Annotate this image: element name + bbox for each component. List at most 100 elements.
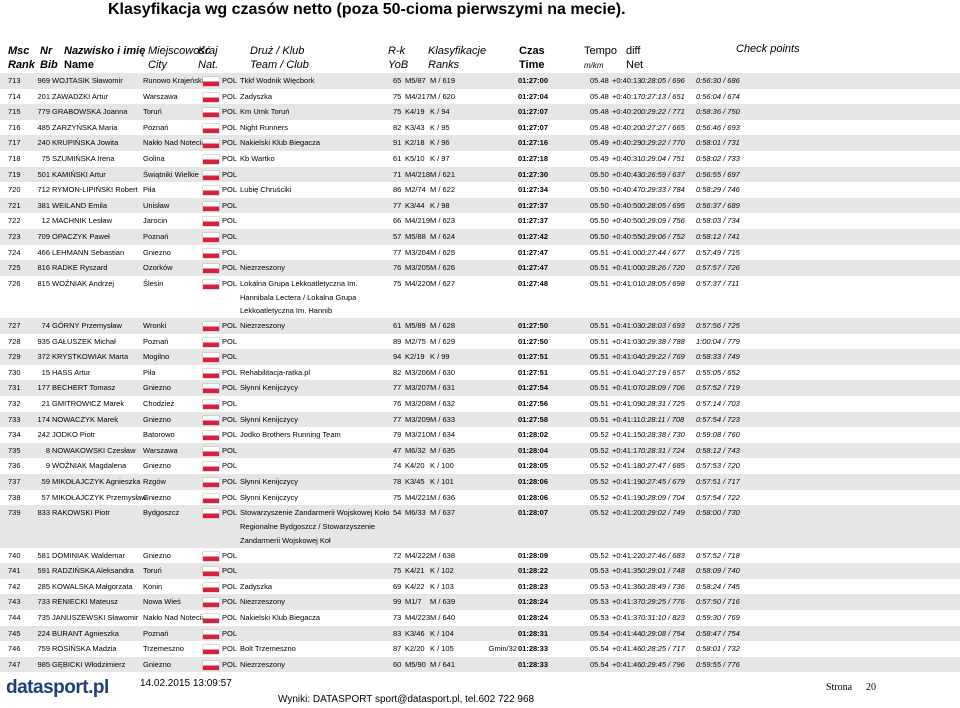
- rank: 730: [8, 367, 21, 377]
- bib: 759: [37, 644, 50, 654]
- result-row: 742 285 KOWALSKA Małgorzata Konin POL 69 K4/22…: [0, 579, 960, 595]
- check-point: 0:57:57 / 726: [696, 263, 740, 273]
- tempo: 05.52: [590, 430, 609, 440]
- check-point: 0:56:46 / 693: [696, 122, 740, 132]
- header-label: YoB: [388, 59, 409, 71]
- check-point: 0:57:56 / 725: [696, 321, 740, 331]
- flag: [203, 462, 219, 472]
- result-row: 736 9 WOŹNIAK Magdalena Gniezno POL 74 K4/20 K …: [0, 458, 960, 474]
- tempo: 05.49: [590, 153, 609, 163]
- check-point: 0:57:52 / 718: [696, 550, 740, 560]
- rank: 721: [8, 200, 21, 210]
- result-row: 735 8 NOWAKOWSKI Czesław Warszawa POL 47 M6/32…: [0, 442, 960, 459]
- result-row: 724 466 LEHMANN Sebastian Gniezno POL 77 M3/20…: [0, 245, 960, 261]
- check-point: 1:00:04 / 779: [696, 336, 740, 346]
- time: 01:28:05: [518, 461, 549, 471]
- city: Gniezno: [143, 461, 171, 471]
- time: 01:28:07: [518, 508, 549, 518]
- page-label: Strona: [826, 682, 853, 693]
- diff: +0:40:50: [612, 200, 642, 210]
- flag: [203, 446, 219, 456]
- tempo: 05.48: [590, 76, 609, 85]
- nat: POL: [222, 352, 238, 362]
- check-point: 0:56:55 / 697: [696, 169, 740, 179]
- diff: +0:41:35: [612, 566, 642, 576]
- ranking: M / 638: [430, 550, 456, 560]
- header-label: Name: [64, 59, 94, 71]
- city: Poznań: [143, 628, 169, 638]
- nat: POL: [222, 492, 238, 502]
- net-split: 0:31:10 / 823: [641, 613, 685, 622]
- yob: 47: [393, 445, 402, 455]
- club: Bolt Trzemeszno: [240, 644, 296, 654]
- name: RYMON-LIPIŃSKI Robert: [52, 185, 138, 195]
- city: Ślesin: [143, 278, 164, 288]
- diff: +0:41:00: [612, 247, 642, 257]
- rank: 741: [8, 566, 21, 576]
- bib: 242: [37, 430, 50, 440]
- name: KRYSTKOWIAK Marta: [52, 352, 129, 362]
- city: Gniezno: [143, 247, 171, 257]
- club-empty: [240, 245, 390, 260]
- flag: [203, 248, 219, 258]
- diff: +0:41:19: [612, 477, 642, 487]
- rank: 746: [8, 644, 21, 654]
- name: RADKE Ryszard: [52, 263, 108, 273]
- header-label: Check points: [736, 43, 800, 55]
- check-point: 0:58:33 / 749: [696, 352, 740, 362]
- club-empty: [240, 213, 390, 228]
- nat: POL: [222, 477, 238, 487]
- category: M5/90: [405, 659, 426, 669]
- rank: 744: [8, 613, 21, 622]
- result-row: 726 815 WOŹNIAK Andrzej Ślesin POL 75 M4/220 M …: [0, 276, 960, 318]
- category: K2/19: [405, 352, 425, 362]
- header-label: Miejscowość: [148, 45, 211, 57]
- bib: 21: [41, 399, 50, 409]
- flag: [203, 264, 219, 274]
- city: Ozorków: [143, 263, 173, 273]
- check-point: 0:57:37 / 711: [696, 278, 740, 288]
- nat: POL: [222, 581, 238, 591]
- time: 01:28:31: [518, 628, 549, 638]
- city: Piła: [143, 367, 156, 377]
- net-split: 0:26:59 / 637: [641, 169, 685, 179]
- name: HASS Artur: [52, 367, 91, 377]
- category: K3/44: [405, 200, 425, 210]
- diff: +0:40:20: [612, 122, 642, 132]
- nat: POL: [222, 445, 238, 455]
- header-label: Nr: [40, 45, 53, 57]
- rank: 722: [8, 216, 21, 226]
- check-point: 0:58:02 / 733: [696, 153, 740, 163]
- yob: 75: [393, 107, 402, 117]
- flag: [203, 279, 219, 289]
- ranking: K / 104: [430, 628, 454, 638]
- nat: POL: [222, 122, 238, 132]
- yob: 77: [393, 247, 402, 257]
- flag: [203, 368, 219, 378]
- name: NOWAKOWSKI Czesław: [52, 445, 136, 455]
- yob: 82: [393, 367, 402, 377]
- ranking: M / 625: [430, 247, 456, 257]
- category: K4/20: [405, 461, 425, 471]
- tempo: 05.54: [590, 628, 609, 638]
- city: Wronki: [143, 321, 167, 331]
- ranking: M / 640: [430, 613, 456, 622]
- net-split: 0:27:46 / 683: [641, 550, 685, 560]
- yob: 72: [393, 550, 402, 560]
- nat: POL: [222, 76, 238, 85]
- net-split: 0:29:38 / 788: [641, 336, 685, 346]
- tempo: 05.51: [590, 399, 609, 409]
- city: Rzgów: [143, 477, 166, 487]
- diff: +0:41:18: [612, 461, 642, 471]
- flag: [203, 201, 219, 211]
- page-title: Klasyfikacja wg czasów netto (poza 50-ci…: [108, 1, 626, 18]
- city: Toruń: [143, 566, 162, 576]
- net-split: 0:27:13 / 651: [641, 91, 685, 101]
- rank: 726: [8, 278, 21, 288]
- club: Kb Wartko: [240, 153, 275, 163]
- rank: 723: [8, 231, 21, 241]
- tempo: 05.51: [590, 336, 609, 346]
- city: Piła: [143, 185, 156, 195]
- city: Trzemeszno: [143, 644, 184, 654]
